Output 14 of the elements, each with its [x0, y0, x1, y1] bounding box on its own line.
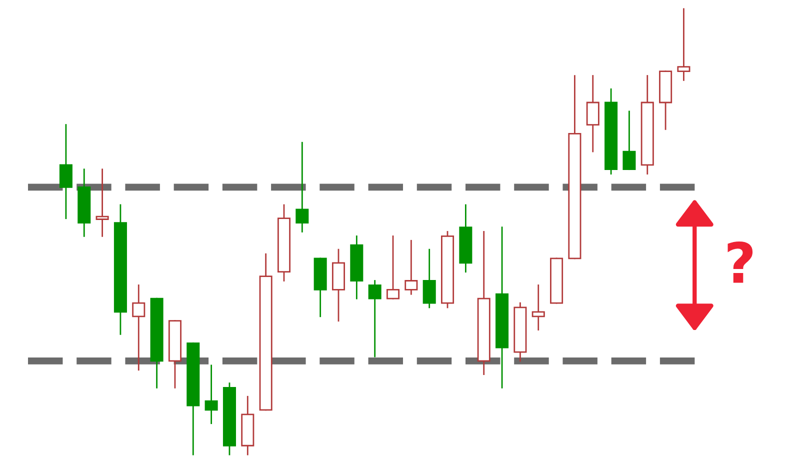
- candlestick: [422, 248, 436, 308]
- candlestick: [59, 124, 72, 220]
- candlestick: [532, 284, 545, 330]
- candlestick: [386, 235, 400, 300]
- candlestick: [368, 280, 382, 358]
- candlestick: [622, 110, 636, 170]
- candlestick: [132, 284, 146, 371]
- text: ?: [728, 241, 753, 283]
- candlestick: [677, 8, 690, 81]
- candlestick: [404, 240, 418, 295]
- candlestick: [96, 168, 109, 237]
- candlestick: [586, 75, 600, 152]
- candlestick: [204, 364, 218, 424]
- candlestick: [296, 142, 309, 232]
